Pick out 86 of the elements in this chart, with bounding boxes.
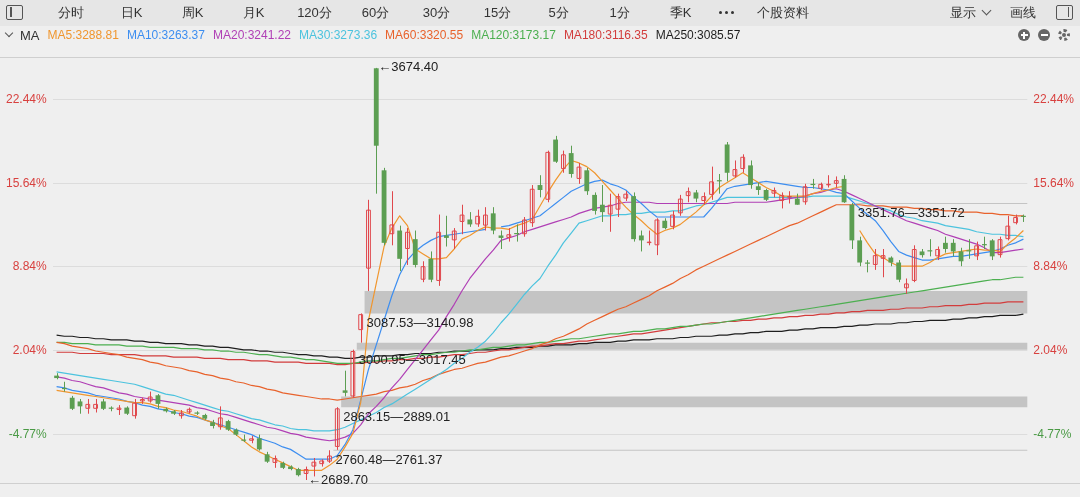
candlestick bbox=[576, 162, 582, 185]
candlestick bbox=[748, 159, 753, 190]
candlestick bbox=[428, 250, 434, 283]
candlestick bbox=[420, 260, 426, 283]
candlestick bbox=[366, 199, 371, 292]
text: MA180:3116.35 bbox=[563, 28, 648, 42]
candlestick bbox=[405, 227, 410, 266]
text: 月K bbox=[241, 4, 266, 22]
candlestick bbox=[334, 406, 340, 451]
candlestick bbox=[872, 248, 878, 271]
y2-tick-label: 15.64% bbox=[1033, 175, 1075, 190]
candlestick bbox=[654, 217, 660, 256]
candlestick bbox=[638, 230, 644, 252]
text: MA5:3288.81 bbox=[47, 28, 119, 42]
text: MA30:3273.36 bbox=[299, 28, 378, 42]
candlestick bbox=[311, 457, 317, 477]
text: MA250:3085.57 bbox=[655, 28, 741, 42]
candlestick bbox=[553, 135, 559, 164]
candlestick bbox=[490, 206, 496, 235]
text: 1分 bbox=[608, 4, 631, 22]
candlestick bbox=[436, 214, 442, 287]
candlestick bbox=[529, 184, 535, 228]
candlestick bbox=[451, 227, 457, 250]
text: 15分 bbox=[482, 4, 513, 22]
y2-tick-label: 22.44% bbox=[1033, 92, 1075, 107]
candlestick bbox=[568, 145, 574, 179]
text: MA60:3320.55 bbox=[385, 28, 464, 42]
candlestick bbox=[350, 349, 356, 399]
candlestick bbox=[802, 183, 808, 206]
candlestick bbox=[217, 405, 223, 431]
candlestick bbox=[896, 259, 902, 283]
text: 分时 bbox=[56, 4, 85, 22]
candlestick bbox=[459, 204, 465, 235]
candlestick bbox=[989, 238, 995, 261]
y-tick-label: 8.84% bbox=[12, 259, 48, 274]
candlestick bbox=[545, 150, 551, 203]
annotation: ←2689.70 bbox=[308, 471, 369, 487]
legend-title: MA bbox=[20, 27, 40, 43]
text: 显示 bbox=[949, 4, 977, 22]
candlestick bbox=[584, 167, 590, 196]
candlestick bbox=[709, 166, 714, 201]
y-tick-label: -4.77% bbox=[8, 426, 48, 441]
candlestick bbox=[857, 236, 863, 267]
text: 画线 bbox=[1009, 4, 1037, 22]
candlestick bbox=[880, 248, 886, 278]
text: 日K bbox=[119, 4, 144, 22]
candlestick bbox=[1005, 215, 1011, 241]
text: 5分 bbox=[547, 4, 570, 22]
candlestick bbox=[997, 236, 1003, 259]
candlestick bbox=[358, 312, 364, 344]
candlestick bbox=[974, 241, 980, 261]
text: MA20:3241.22 bbox=[212, 28, 292, 42]
text: 30分 bbox=[421, 4, 452, 22]
y-tick-label: 15.64% bbox=[6, 175, 48, 190]
candlestick bbox=[444, 215, 449, 248]
text: 季K bbox=[668, 4, 693, 22]
candlestick bbox=[599, 184, 605, 223]
candlestick bbox=[740, 153, 746, 174]
candlestick bbox=[592, 191, 597, 216]
candlestick bbox=[911, 244, 917, 283]
text: 60分 bbox=[360, 4, 391, 22]
band-label: 2760.48—2761.37 bbox=[335, 452, 443, 468]
text: MA120:3173.17 bbox=[471, 28, 556, 42]
text: 周K bbox=[180, 4, 205, 22]
candlestick bbox=[521, 216, 527, 238]
text: 120分 bbox=[296, 4, 333, 22]
candlestick bbox=[389, 190, 395, 246]
candlestick bbox=[498, 230, 504, 250]
annotation: ←3674.40 bbox=[378, 59, 439, 75]
candlestick bbox=[560, 150, 566, 174]
candlestick bbox=[677, 194, 683, 217]
y2-tick-label: -4.77% bbox=[1033, 426, 1072, 441]
candlestick bbox=[833, 175, 839, 189]
y-tick-label: 2.04% bbox=[12, 342, 48, 357]
candlestick bbox=[615, 193, 621, 218]
y2-tick-label: 2.04% bbox=[1033, 342, 1068, 357]
candlestick bbox=[701, 191, 707, 206]
candlestick bbox=[483, 206, 488, 232]
candlestick bbox=[132, 398, 137, 420]
candlestick bbox=[342, 370, 348, 397]
y2-tick-label: 8.84% bbox=[1033, 259, 1068, 274]
y-tick-label: 22.44% bbox=[6, 92, 48, 107]
text: MA10:3263.37 bbox=[126, 28, 205, 42]
candlestick bbox=[607, 193, 613, 233]
text: 个股资料 bbox=[756, 4, 810, 22]
candlestick bbox=[670, 210, 675, 230]
